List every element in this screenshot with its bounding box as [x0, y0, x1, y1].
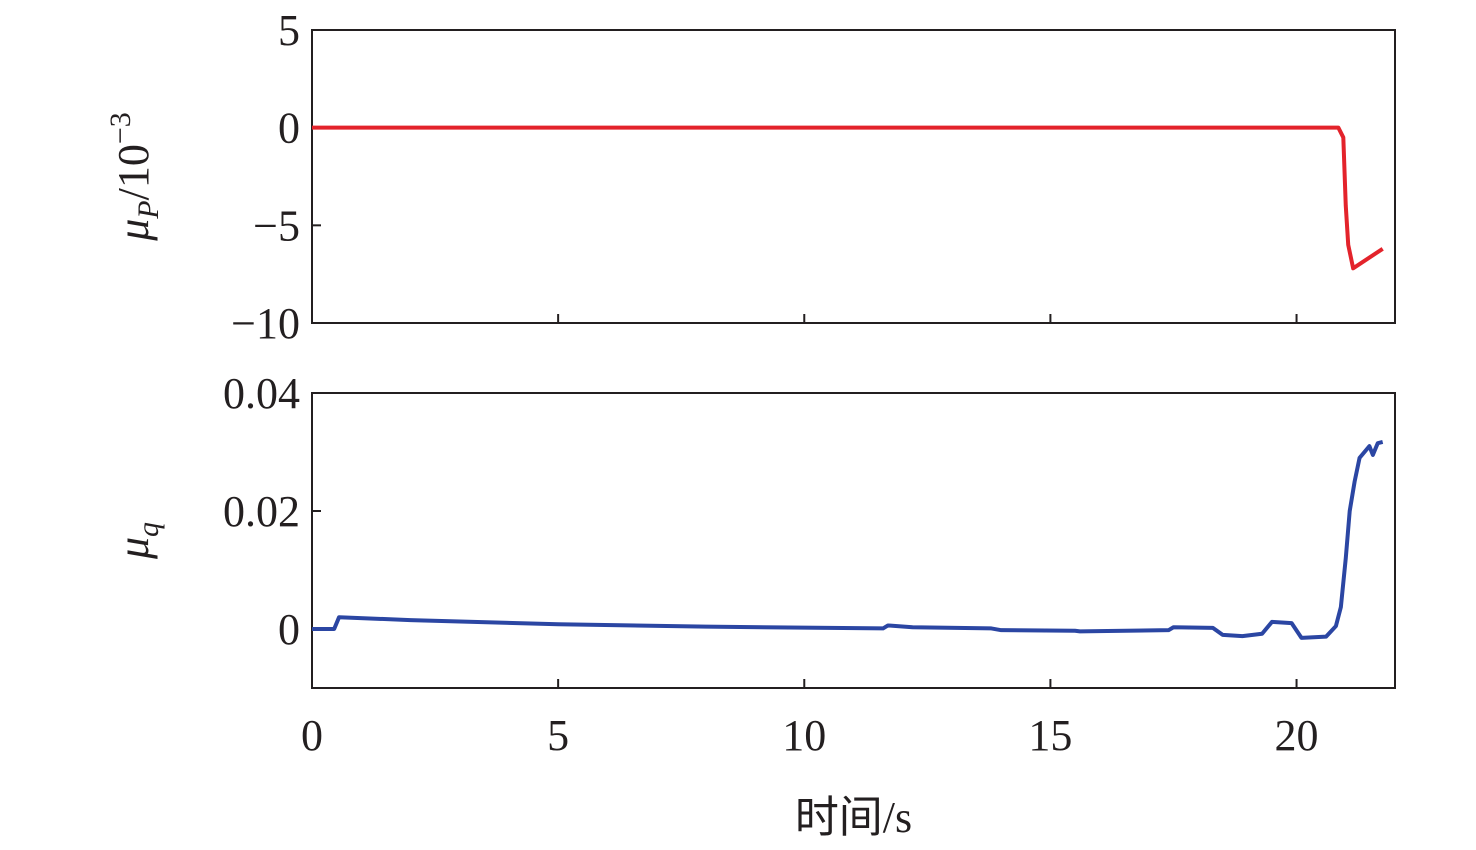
y-label-symbol: μ	[109, 219, 158, 242]
y-label-unit: /10	[109, 144, 158, 200]
y-label-subscript: q	[132, 522, 165, 537]
x-tick-label: 5	[547, 711, 569, 760]
x-axis-label: 时间/s	[795, 793, 912, 842]
x-tick-label: 15	[1028, 711, 1072, 760]
y-axis-label: μP/10−3	[104, 112, 165, 242]
data-line	[312, 125, 1384, 271]
y-label-symbol: μ	[109, 537, 158, 560]
plot-frame	[311, 392, 1396, 689]
y-label-subscript: P	[132, 200, 165, 219]
y-tick-label: 0.02	[223, 487, 300, 536]
plot-frame	[311, 29, 1396, 324]
x-tick-label: 10	[782, 711, 826, 760]
y-tick-label: 0.04	[223, 369, 300, 418]
y-label-superscript: −3	[104, 112, 137, 144]
y-tick-label: 0	[278, 605, 300, 654]
y-axis-label: μq	[109, 522, 165, 560]
y-tick-label: 0	[278, 104, 300, 153]
x-tick-label: 0	[301, 711, 323, 760]
y-tick-label: 5	[278, 6, 300, 55]
data-line	[312, 440, 1384, 640]
x-tick-label: 20	[1275, 711, 1319, 760]
y-tick-label: −5	[253, 201, 300, 250]
y-tick-label: −10	[231, 299, 300, 348]
